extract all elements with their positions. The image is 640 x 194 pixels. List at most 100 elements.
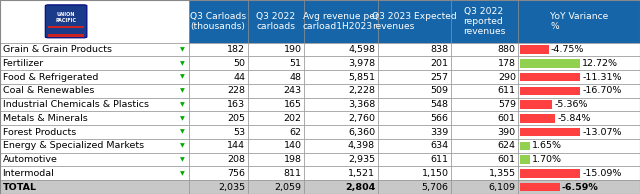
Bar bbox=[451, 139, 518, 153]
Bar bbox=[451, 180, 518, 194]
Text: ▼: ▼ bbox=[180, 47, 185, 52]
Bar bbox=[189, 70, 248, 84]
Bar bbox=[248, 139, 304, 153]
Bar bbox=[248, 84, 304, 98]
Bar bbox=[451, 70, 518, 84]
Bar bbox=[0, 112, 189, 125]
Bar bbox=[49, 34, 84, 37]
Bar bbox=[248, 98, 304, 112]
Bar bbox=[304, 84, 378, 98]
Text: -5.36%: -5.36% bbox=[554, 100, 588, 109]
Text: ▼: ▼ bbox=[180, 157, 185, 162]
Text: 1,521: 1,521 bbox=[348, 169, 375, 178]
Text: 611: 611 bbox=[498, 86, 516, 95]
Text: 838: 838 bbox=[431, 45, 449, 54]
Text: 611: 611 bbox=[431, 155, 449, 164]
Text: 12.72%: 12.72% bbox=[582, 59, 618, 68]
Bar bbox=[378, 84, 451, 98]
Bar bbox=[0, 98, 189, 112]
Bar bbox=[378, 43, 451, 56]
Text: -15.09%: -15.09% bbox=[582, 169, 622, 178]
Text: 205: 205 bbox=[227, 114, 245, 123]
Bar bbox=[248, 56, 304, 70]
Bar bbox=[451, 56, 518, 70]
Text: 2,760: 2,760 bbox=[348, 114, 375, 123]
Text: 548: 548 bbox=[431, 100, 449, 109]
Bar bbox=[518, 84, 640, 98]
Text: 1,150: 1,150 bbox=[422, 169, 449, 178]
Text: Q3 Carloads
(thousands): Q3 Carloads (thousands) bbox=[190, 12, 246, 31]
Text: ▼: ▼ bbox=[180, 143, 185, 148]
Text: ▼: ▼ bbox=[180, 130, 185, 135]
Text: ▼: ▼ bbox=[180, 171, 185, 176]
Text: 1,355: 1,355 bbox=[489, 169, 516, 178]
Bar bbox=[304, 125, 378, 139]
Text: 50: 50 bbox=[233, 59, 245, 68]
Bar bbox=[0, 125, 189, 139]
Text: Automotive: Automotive bbox=[3, 155, 58, 164]
Bar bbox=[518, 43, 640, 56]
FancyBboxPatch shape bbox=[45, 5, 87, 38]
Bar bbox=[189, 139, 248, 153]
Bar bbox=[248, 125, 304, 139]
Bar bbox=[378, 125, 451, 139]
Text: Fertilizer: Fertilizer bbox=[3, 59, 44, 68]
Text: 48: 48 bbox=[289, 73, 301, 81]
Bar bbox=[451, 112, 518, 125]
Bar bbox=[189, 112, 248, 125]
Bar bbox=[304, 43, 378, 56]
Bar bbox=[451, 153, 518, 166]
Text: 811: 811 bbox=[284, 169, 301, 178]
Text: 182: 182 bbox=[227, 45, 245, 54]
Text: 4,598: 4,598 bbox=[348, 45, 375, 54]
Bar bbox=[248, 70, 304, 84]
Text: 6,109: 6,109 bbox=[489, 183, 516, 192]
Text: Q3 2022
reported
revenues: Q3 2022 reported revenues bbox=[463, 7, 506, 36]
Bar bbox=[0, 0, 189, 43]
Bar bbox=[0, 166, 189, 180]
Text: 3,978: 3,978 bbox=[348, 59, 375, 68]
Text: 4,398: 4,398 bbox=[348, 141, 375, 150]
Text: 163: 163 bbox=[227, 100, 245, 109]
Bar bbox=[518, 125, 640, 139]
Bar bbox=[189, 98, 248, 112]
Text: 5,706: 5,706 bbox=[422, 183, 449, 192]
Text: 165: 165 bbox=[284, 100, 301, 109]
Text: 44: 44 bbox=[233, 73, 245, 81]
Text: 140: 140 bbox=[284, 141, 301, 150]
Bar bbox=[518, 70, 640, 84]
Bar bbox=[0, 139, 189, 153]
Bar bbox=[520, 100, 552, 109]
Bar bbox=[518, 139, 640, 153]
Bar bbox=[451, 0, 518, 43]
Text: 202: 202 bbox=[284, 114, 301, 123]
Bar bbox=[189, 56, 248, 70]
Bar bbox=[189, 84, 248, 98]
Text: YoY Variance
%: YoY Variance % bbox=[550, 12, 609, 31]
Text: 198: 198 bbox=[284, 155, 301, 164]
Bar bbox=[0, 43, 189, 56]
Bar bbox=[451, 43, 518, 56]
Text: Q3 2023 Expected
revenues: Q3 2023 Expected revenues bbox=[372, 12, 457, 31]
Bar bbox=[0, 84, 189, 98]
Bar bbox=[378, 70, 451, 84]
Text: 601: 601 bbox=[498, 114, 516, 123]
Text: 2,935: 2,935 bbox=[348, 155, 375, 164]
Bar bbox=[518, 56, 640, 70]
Bar bbox=[378, 98, 451, 112]
Bar bbox=[248, 153, 304, 166]
Text: 1.70%: 1.70% bbox=[532, 155, 562, 164]
Bar bbox=[451, 166, 518, 180]
Text: 756: 756 bbox=[227, 169, 245, 178]
Text: -16.70%: -16.70% bbox=[582, 86, 622, 95]
Text: Grain & Grain Products: Grain & Grain Products bbox=[3, 45, 111, 54]
Text: 208: 208 bbox=[227, 155, 245, 164]
Text: 339: 339 bbox=[430, 128, 449, 137]
Text: 390: 390 bbox=[498, 128, 516, 137]
Bar bbox=[0, 153, 189, 166]
Bar bbox=[520, 142, 530, 150]
Text: Industrial Chemicals & Plastics: Industrial Chemicals & Plastics bbox=[3, 100, 148, 109]
Text: 634: 634 bbox=[431, 141, 449, 150]
Bar bbox=[378, 180, 451, 194]
Text: 2,804: 2,804 bbox=[345, 183, 375, 192]
